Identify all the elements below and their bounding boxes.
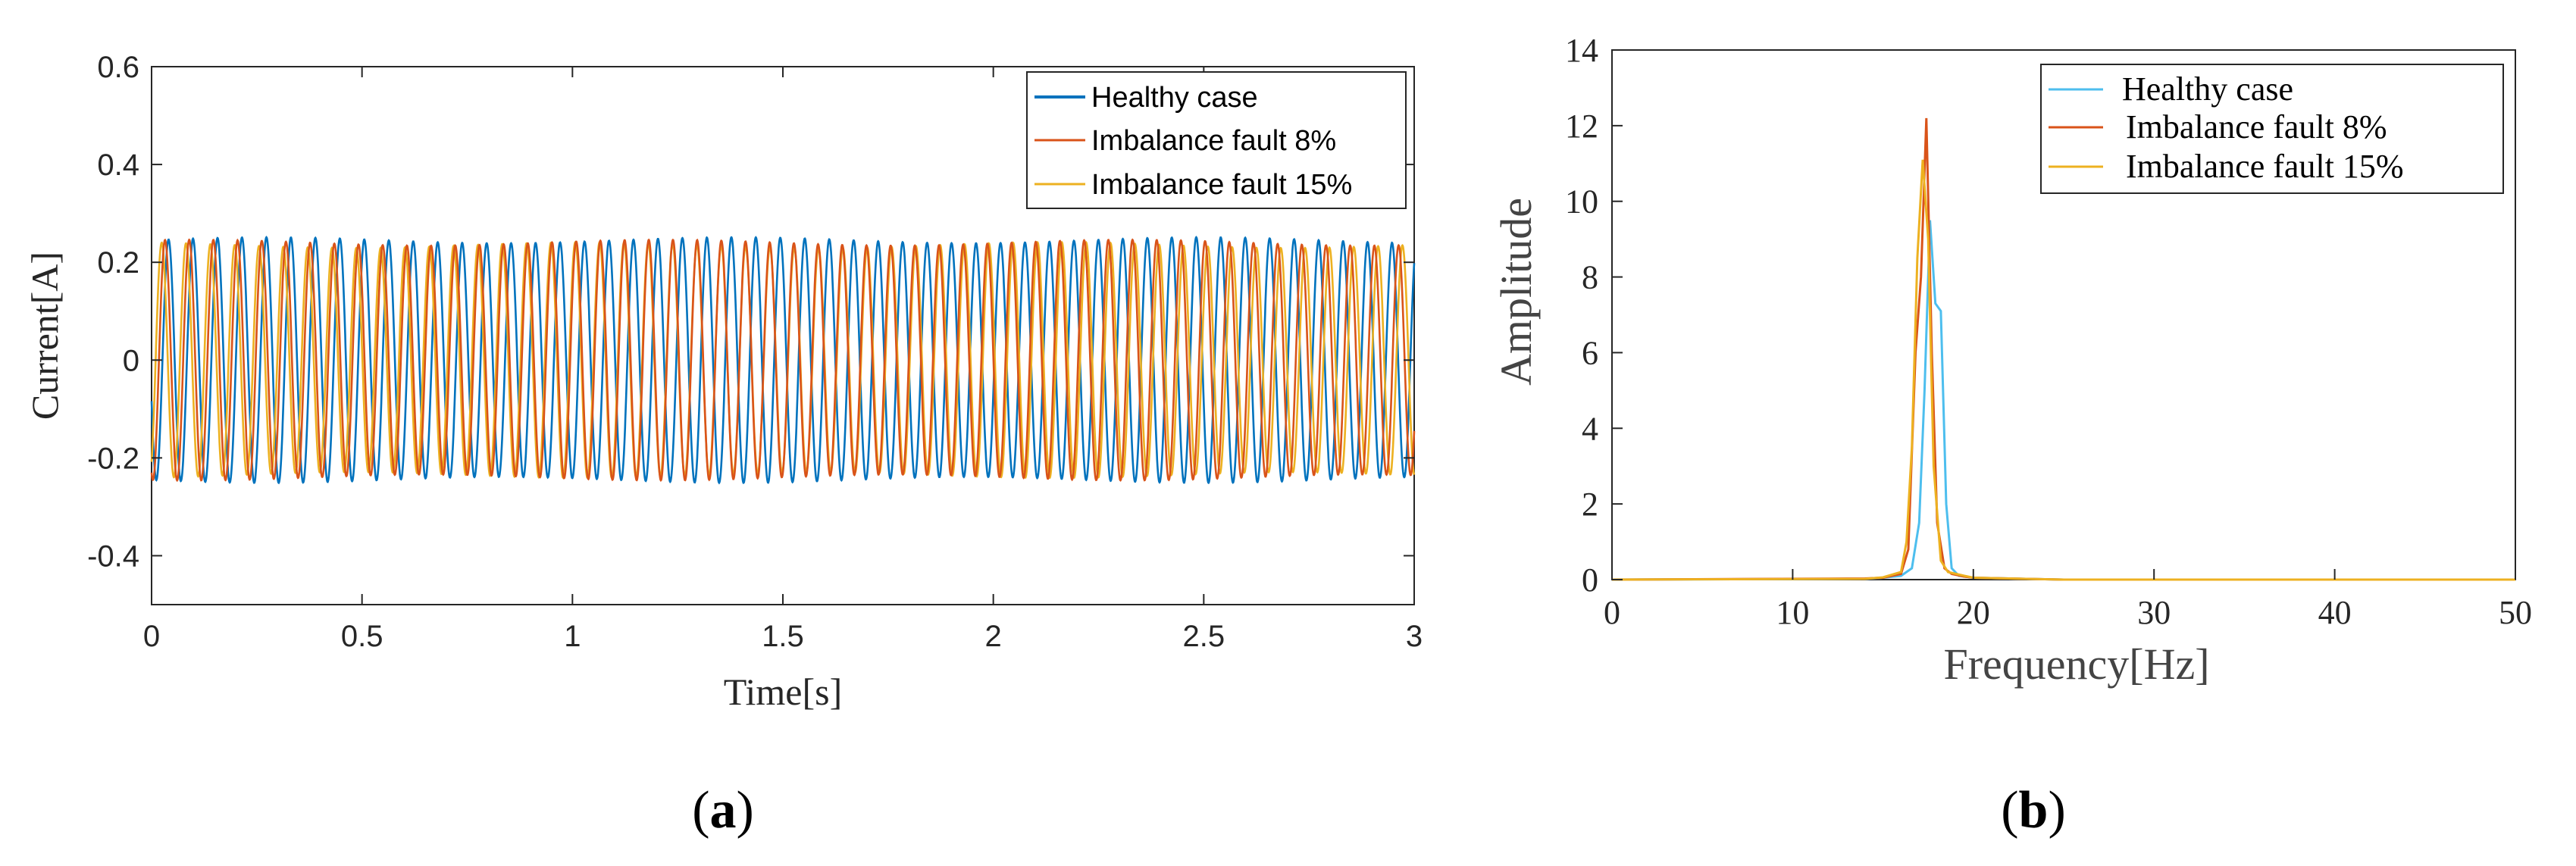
panel-b-ytick-label: 2	[1582, 486, 1598, 523]
panel-b-series-line-2	[1611, 159, 2515, 581]
panel-a-caption: (a)	[692, 781, 754, 839]
panel-b-xtick-label: 0	[1604, 594, 1620, 631]
panel-b-legend: Healthy case Imbalance fault 8% Imbalanc…	[2040, 64, 2504, 194]
panel-a-legend: Healthy case Imbalance fault 8% Imbalanc…	[1026, 71, 1407, 209]
panel-b-xtick-label: 40	[2318, 594, 2352, 631]
panel-a-ytick-label: -0.2	[87, 442, 139, 475]
panel-a-xtick-label: 2.5	[1183, 620, 1225, 653]
panel-b-xtick-label: 10	[1776, 594, 1809, 631]
panel-a-legend-label-fault-8: Imbalance fault 8%	[1091, 125, 1336, 157]
panel-b-ytick-label: 14	[1565, 32, 1598, 69]
panel-a-legend-label-healthy: Healthy case	[1091, 82, 1258, 114]
panel-b-ticks: 0 10 20 30 40 50 0 2 4 6 8 10 12 14	[1565, 32, 2532, 631]
panel-a-xlabel: Time[s]	[724, 671, 843, 713]
panel-a-xtick-label: 3	[1406, 620, 1423, 653]
panel-a-ylabel: Current[A]	[23, 252, 66, 420]
panel-a-ytick-label: 0.6	[97, 51, 139, 84]
panel-a-series-line-0	[150, 236, 1416, 485]
panel-a-ticks: 0 0.5 1 1.5 2 2.5 3 -0.4 -0.2 0 0.2 0.4 0.6	[87, 51, 1423, 653]
panel-b-legend-label-fault-15: Imbalance fault 15%	[2126, 148, 2404, 185]
panel-b-caption: (b)	[2001, 781, 2066, 839]
panel-b-ytick-label: 12	[1565, 108, 1598, 145]
panel-a-xtick-label: 1.5	[762, 620, 804, 653]
panel-a-xtick-label: 0	[143, 620, 160, 653]
panel-b-legend-label-fault-8: Imbalance fault 8%	[2126, 108, 2387, 145]
panel-b-ytick-label: 0	[1582, 561, 1598, 599]
panel-b-ytick-label: 4	[1582, 410, 1598, 447]
panel-b-ytick-label: 8	[1582, 259, 1598, 296]
panel-a-xtick-label: 2	[985, 620, 1002, 653]
panel-b-xtick-label: 50	[2499, 594, 2532, 631]
panel-b-legend-label-healthy: Healthy case	[2122, 70, 2293, 108]
panel-a-series-line-1	[150, 238, 1416, 483]
panel-a-xtick-label: 1	[564, 620, 581, 653]
panel-a-legend-box	[1026, 71, 1407, 209]
panel-b-spectrum-plot: 0 10 20 30 40 50 0 2 4 6 8 10 12 14 Frequency[Hz] Amp…	[1491, 32, 2532, 839]
panel-b-ytick-label: 6	[1582, 334, 1598, 371]
panel-a-ytick-label: 0.4	[97, 149, 139, 182]
panel-a-current-plot: 0 0.5 1 1.5 2 2.5 3-0.4-0.200.20.40.6 Time[s] …	[23, 51, 1423, 839]
panel-b-legend-box	[2040, 64, 2504, 194]
panel-b-xlabel: Frequency[Hz]	[1943, 639, 2209, 689]
panel-b-series-group	[1611, 117, 2515, 581]
panel-a-ytick-label: 0	[123, 344, 139, 377]
panel-a-series-group	[150, 236, 1416, 485]
panel-a-xtick-label: 0.5	[341, 620, 383, 653]
panel-a-legend-label-fault-15: Imbalance fault 15%	[1091, 169, 1352, 201]
panel-b-ytick-label: 10	[1565, 183, 1598, 220]
panel-b-xtick-label: 30	[2137, 594, 2171, 631]
panel-b-xtick-label: 20	[1957, 594, 1990, 631]
panel-a-ytick-label: -0.4	[87, 539, 139, 573]
panel-b-ylabel: Amplitude	[1491, 198, 1541, 386]
panel-a-ytick-label: 0.2	[97, 246, 139, 280]
